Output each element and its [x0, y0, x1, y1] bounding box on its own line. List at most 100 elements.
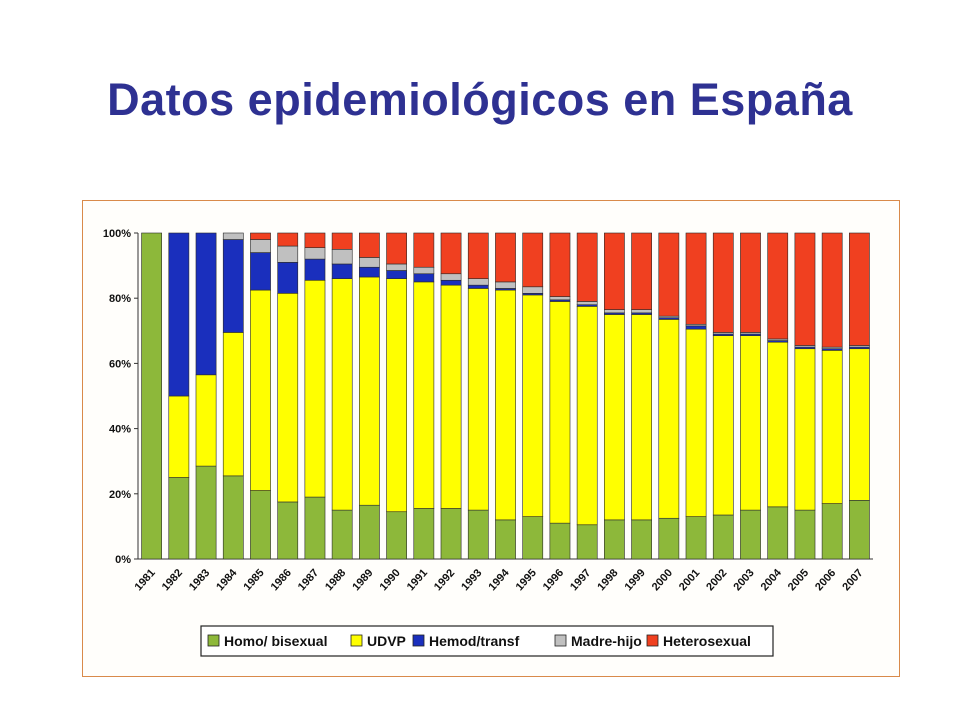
bar-segment [277, 501, 299, 560]
bar-segment [440, 279, 462, 286]
bar-segment [467, 288, 489, 511]
legend-swatch [412, 634, 425, 647]
bar-segment [767, 232, 789, 340]
bar-segment [522, 294, 544, 517]
bar-segment [658, 517, 680, 560]
bar-segment [576, 524, 598, 560]
x-tick-label: 2001 [677, 567, 702, 593]
x-tick-label: 2000 [650, 567, 675, 593]
bar-segment [250, 239, 271, 253]
bar-segment [740, 335, 761, 511]
x-tick-label: 1995 [514, 567, 539, 593]
bar-segment [467, 284, 489, 289]
bar-segment [467, 509, 489, 560]
bar-segment [495, 281, 516, 289]
bar-segment [195, 465, 217, 560]
bar-segment [359, 257, 380, 268]
y-tick-label: 60% [109, 358, 131, 370]
bar-segment [304, 258, 326, 281]
legend-label: Madre-hijo [571, 633, 642, 649]
bar-segment [821, 350, 843, 504]
bar-segment [712, 335, 734, 516]
bar-segment [549, 296, 571, 301]
x-tick-label: 1986 [269, 567, 294, 593]
bar-segment [549, 301, 571, 524]
bar-segment [631, 519, 652, 560]
y-tick-label: 40% [109, 424, 131, 436]
bar-segment [277, 232, 299, 247]
bar-segment [440, 508, 462, 560]
y-tick-label: 0% [115, 554, 131, 566]
bar-segment [740, 509, 761, 560]
bar-segment [685, 232, 707, 325]
bar-segment [794, 348, 816, 511]
bar-segment [331, 232, 353, 250]
x-tick-label: 2006 [813, 567, 838, 593]
bar-segment [467, 278, 489, 286]
bar-segment [222, 332, 244, 477]
page-title: Datos epidemiológicos en España [107, 74, 853, 125]
bar-segment [685, 328, 707, 517]
bar-segment [359, 504, 380, 560]
bar-segment [604, 519, 625, 560]
bar-segment [195, 374, 217, 467]
y-tick-label: 100% [103, 228, 131, 240]
bar-segment [386, 263, 407, 271]
bar-segment [631, 232, 652, 310]
bar-segment [740, 232, 761, 333]
bar-segment [495, 289, 516, 521]
bar-segment [685, 325, 707, 330]
legend-label: Heterosexual [663, 633, 751, 649]
x-tick-label: 1991 [405, 567, 430, 593]
bar-segment [141, 232, 162, 560]
bar-segment [794, 509, 816, 560]
x-tick-label: 1998 [595, 567, 620, 593]
bar-segment [849, 500, 870, 560]
bar-segment [440, 273, 462, 281]
x-tick-label: 1990 [378, 567, 403, 593]
bar-segment [631, 314, 652, 521]
legend-label: Homo/ bisexual [224, 633, 327, 649]
x-tick-label: 1992 [432, 567, 457, 593]
x-tick-label: 1985 [241, 567, 266, 593]
bar-segment [168, 477, 190, 560]
bar-segment [331, 263, 353, 279]
bar-segment [767, 341, 789, 508]
bar-segment [604, 232, 625, 310]
bar-segment [413, 508, 435, 560]
bar-segment [604, 314, 625, 521]
bar-segment [849, 348, 870, 501]
bar-segment [658, 319, 680, 519]
legend-swatch [350, 634, 363, 647]
x-tick-label: 2002 [704, 567, 729, 593]
bar-segment [277, 245, 299, 263]
bar-segment [440, 232, 462, 275]
stacked-bar-chart: 0%20%40%60%80%100% 1981 1982 1983 1984 1985 1… [103, 228, 873, 657]
bar-segment [386, 511, 407, 560]
bar-segment [658, 232, 680, 317]
x-tick-label: 1981 [133, 567, 158, 593]
bar-segment [359, 276, 380, 506]
bar-segment [549, 232, 571, 297]
bar-segment [222, 239, 244, 333]
bar-segment [467, 232, 489, 279]
x-tick-label: 1999 [623, 567, 648, 593]
legend-box [200, 625, 774, 657]
bar-segment [168, 232, 190, 397]
bar-segment [576, 306, 598, 526]
bar-segment [386, 278, 407, 513]
bar-segment [250, 232, 271, 240]
x-tick-label: 2005 [786, 567, 811, 593]
x-tick-label: 1994 [486, 566, 512, 593]
bar-segment [522, 286, 544, 294]
bar-segment [631, 309, 652, 314]
x-tick-label: 1983 [187, 567, 212, 593]
bar-segment [576, 232, 598, 302]
chart-frame: 0% 20% 40% 60% 80% 100% 1981 1982 1983 1984 1985 1… [82, 200, 900, 677]
bar-segment [277, 293, 299, 503]
y-tick-label: 20% [109, 489, 131, 501]
bar-segment [195, 232, 217, 376]
bar-segment [849, 232, 870, 346]
bar-segment [359, 232, 380, 258]
x-tick-label: 1982 [160, 567, 185, 593]
